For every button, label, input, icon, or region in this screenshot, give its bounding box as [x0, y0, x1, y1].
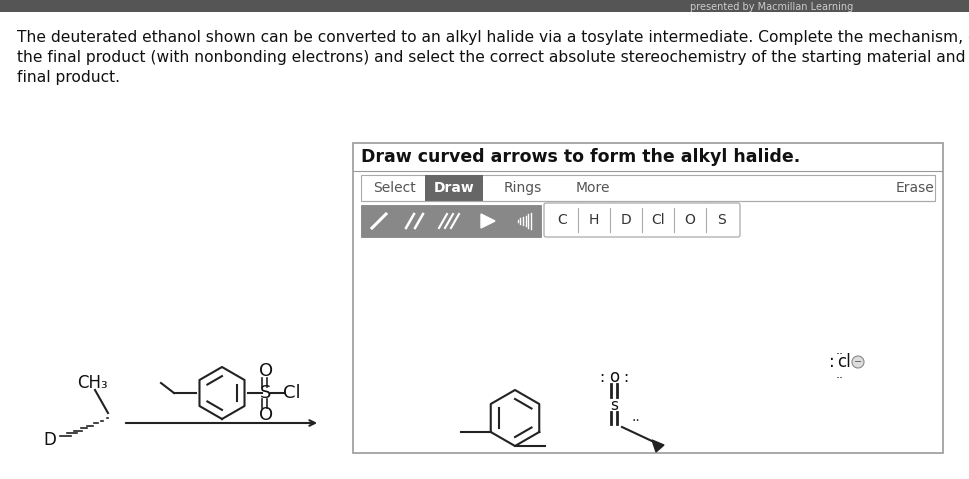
Text: −: −	[854, 357, 862, 367]
Text: Draw: Draw	[433, 181, 475, 195]
FancyBboxPatch shape	[361, 175, 935, 201]
Text: More: More	[576, 181, 610, 195]
Text: :: :	[623, 369, 629, 385]
Text: H: H	[589, 213, 599, 227]
Text: O: O	[259, 406, 273, 424]
Bar	[0, 0, 969, 12]
Circle shape	[852, 356, 864, 368]
FancyBboxPatch shape	[353, 143, 943, 453]
Text: cl: cl	[837, 353, 851, 371]
Text: S: S	[261, 384, 271, 402]
Text: :: :	[600, 369, 605, 385]
Text: s: s	[610, 398, 618, 412]
Text: Cl: Cl	[283, 384, 300, 402]
Text: Erase: Erase	[895, 181, 934, 195]
Text: the final product (with nonbonding electrons) and select the correct absolute st: the final product (with nonbonding elect…	[17, 50, 969, 65]
Text: ..: ..	[836, 367, 844, 380]
Text: final product.: final product.	[17, 70, 120, 85]
Text: Select: Select	[374, 181, 417, 195]
Text: presented by Macmillan Learning: presented by Macmillan Learning	[690, 2, 854, 12]
Text: D: D	[44, 431, 56, 449]
Text: Draw curved arrows to form the alkyl halide.: Draw curved arrows to form the alkyl hal…	[361, 148, 800, 166]
Text: O: O	[259, 362, 273, 380]
FancyBboxPatch shape	[425, 175, 483, 201]
Polygon shape	[481, 214, 495, 228]
Text: S: S	[718, 213, 727, 227]
Text: O: O	[684, 213, 696, 227]
Text: D: D	[620, 213, 632, 227]
FancyBboxPatch shape	[544, 203, 740, 237]
Text: :: :	[829, 353, 835, 371]
FancyBboxPatch shape	[361, 205, 541, 237]
Text: C: C	[557, 213, 567, 227]
Text: Cl: Cl	[651, 213, 665, 227]
Text: ..: ..	[632, 410, 641, 424]
Text: ..: ..	[836, 343, 844, 356]
Text: o: o	[609, 368, 619, 386]
Text: The deuterated ethanol shown can be converted to an alkyl halide via a tosylate : The deuterated ethanol shown can be conv…	[17, 30, 969, 45]
Polygon shape	[652, 440, 664, 452]
Text: CH₃: CH₃	[77, 374, 108, 392]
Text: Rings: Rings	[504, 181, 542, 195]
